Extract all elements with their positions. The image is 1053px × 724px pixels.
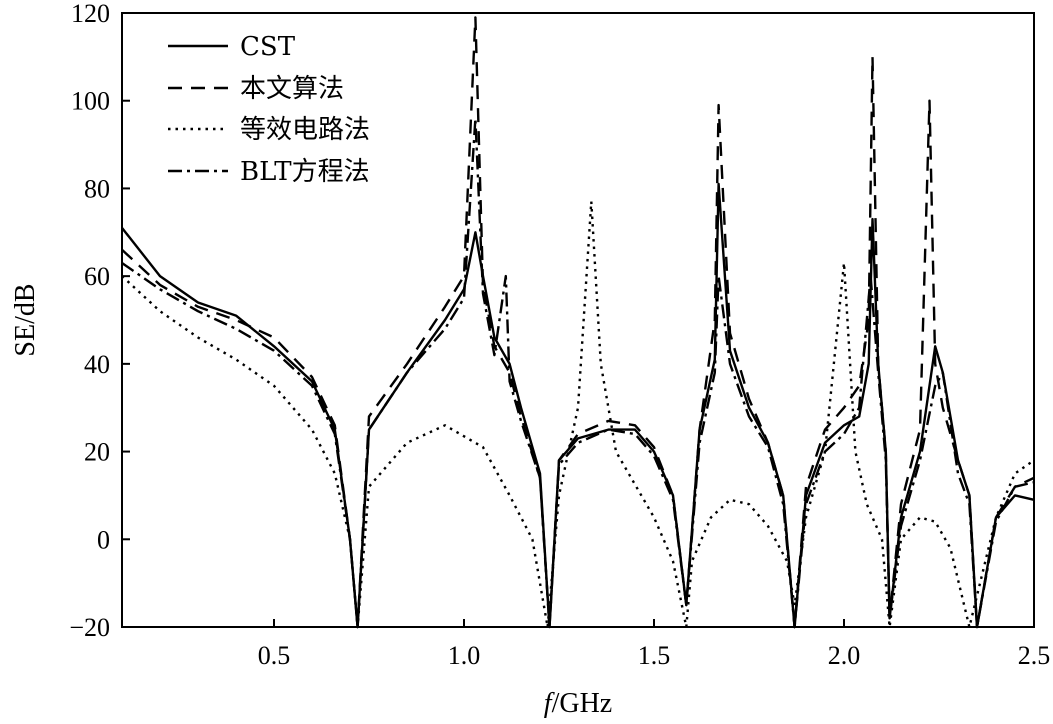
y-tick-label: 20 bbox=[84, 438, 110, 467]
legend-label-blt: BLT方程法 bbox=[240, 157, 370, 187]
y-tick-label: 40 bbox=[84, 350, 110, 379]
x-tick-label: 1.0 bbox=[448, 641, 481, 670]
legend-label-this-method: 本文算法 bbox=[240, 74, 344, 104]
x-axis-label-variable: f bbox=[544, 688, 555, 719]
x-tick-label: 2.0 bbox=[828, 641, 861, 670]
series-layer bbox=[121, 16, 1035, 629]
x-axis-label-unit: /GHz bbox=[552, 688, 613, 719]
y-tick-label: 120 bbox=[71, 0, 110, 28]
legend-label-equivalent-circuit: 等效电路法 bbox=[240, 115, 370, 145]
y-tick-label: 80 bbox=[84, 174, 110, 203]
legend-label-cst: CST bbox=[240, 32, 296, 62]
y-tick-label: 0 bbox=[97, 525, 110, 554]
series-line-1 bbox=[121, 182, 1035, 629]
y-axis-label: SE/dB bbox=[10, 283, 41, 356]
y-tick-label: 60 bbox=[84, 262, 110, 291]
legend: CST 本文算法 等效电路法 BLT方程法 bbox=[168, 32, 370, 187]
plot-area-frame bbox=[121, 12, 1035, 628]
series-line-3 bbox=[121, 200, 1035, 629]
y-tick-label: 100 bbox=[71, 87, 110, 116]
x-tick-label: 1.5 bbox=[638, 641, 671, 670]
x-axis-label: f/GHz bbox=[544, 688, 612, 719]
y-tick-label: −20 bbox=[69, 613, 110, 642]
x-tick-label: 2.5 bbox=[1018, 641, 1051, 670]
series-line-4 bbox=[121, 117, 1035, 629]
ticks-layer: 0.5 1.0 1.5 2.0 2.5 −20 0 20 40 60 80 100 120 bbox=[69, 0, 1050, 670]
series-line-2 bbox=[121, 16, 1035, 629]
x-tick-label: 0.5 bbox=[258, 641, 291, 670]
